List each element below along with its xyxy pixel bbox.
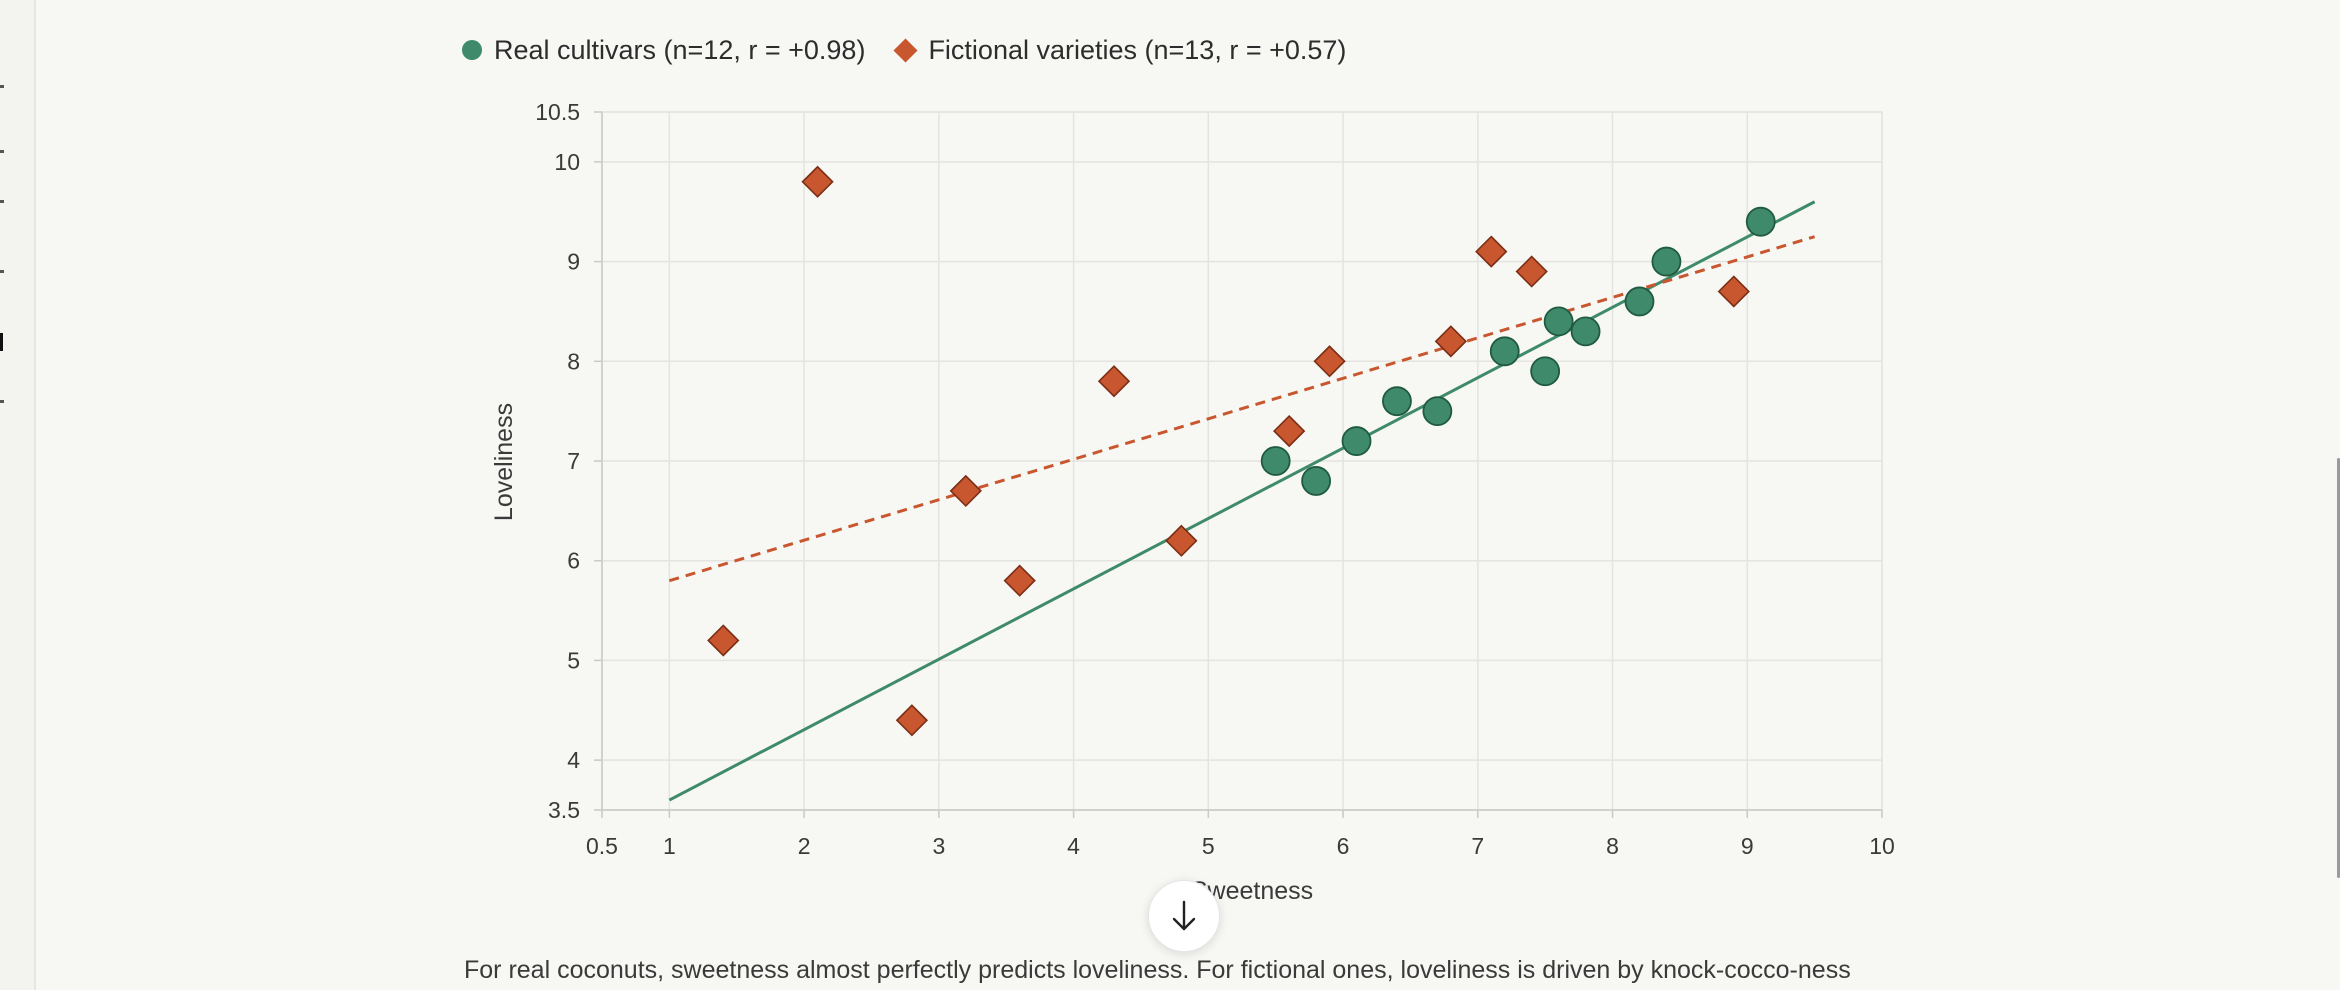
data-point-real[interactable] [1301,466,1332,496]
y-tick-label: 9 [567,249,580,275]
y-tick-label: 7 [567,448,580,474]
x-tick-label: 5 [1202,833,1215,859]
arrow-down-icon [1172,900,1196,931]
rail-marker [0,150,4,153]
rail-marker [0,200,4,203]
y-tick-label: 5 [567,647,580,673]
scroll-down-button[interactable] [1148,880,1220,952]
chart-caption: For real coconuts, sweetness almost perf… [464,956,1851,984]
scrollbar-thumb[interactable] [2337,458,2340,878]
legend-item-real: Real cultivars (n=12, r = +0.98) [462,35,865,66]
data-point-real[interactable] [1570,316,1601,347]
trendline-real [668,200,1816,802]
data-points [707,165,1776,737]
y-tick-label: 3.5 [548,797,580,823]
data-point-real[interactable] [1260,446,1291,476]
data-point-fictional[interactable] [895,704,929,737]
legend-label-real: Real cultivars (n=12, r = +0.98) [494,34,866,65]
data-point-real[interactable] [1489,336,1520,367]
y-tick-label: 8 [567,348,580,374]
y-tick-label: 6 [567,548,580,574]
x-tick-label: 1 [663,833,676,859]
legend-item-fictional: Fictional varieties (n=13, r = +0.57) [893,35,1346,66]
x-tick-label: 10 [1869,833,1895,859]
y-tick-label: 10 [554,149,580,175]
data-point-fictional[interactable] [707,624,740,657]
data-point-fictional[interactable] [1434,325,1467,358]
chart-grid [601,111,1883,811]
y-tick-label: 4 [567,747,580,773]
data-point-real[interactable] [1745,206,1776,237]
chart-axes: 0.5 1 2 3 4 5 6 7 8 9 10 3.5 4 5 6 7 8 9 10 10.5 [535,99,1895,859]
page-scrollbar[interactable] [2334,0,2340,990]
rail-marker [0,85,4,88]
data-point-fictional[interactable] [1313,345,1346,378]
data-point-fictional[interactable] [1003,564,1036,597]
rail-marker [0,270,4,273]
data-point-fictional[interactable] [1097,365,1131,398]
data-point-real[interactable] [1651,246,1682,277]
x-tick-label: 3 [932,833,945,859]
data-point-real[interactable] [1422,396,1453,427]
trendline-fictional [668,235,1816,583]
left-sidebar-rail [0,0,36,990]
data-point-fictional[interactable] [1515,255,1548,288]
x-tick-label: 9 [1741,833,1754,859]
rail-marker-active [0,333,3,351]
circle-marker-icon [462,40,482,60]
y-tick-label: 10.5 [535,99,580,125]
data-point-real[interactable] [1341,426,1372,456]
data-point-fictional[interactable] [801,165,834,198]
data-point-fictional[interactable] [1273,414,1306,448]
x-tick-label: 0.5 [586,833,618,859]
data-point-fictional[interactable] [1165,524,1198,557]
data-point-fictional[interactable] [1717,275,1750,308]
trendlines [668,200,1816,802]
data-point-real[interactable] [1543,306,1574,337]
y-axis-label: Loveliness [490,403,518,521]
data-point-real[interactable] [1382,386,1412,417]
chart-legend: Real cultivars (n=12, r = +0.98) Fiction… [462,30,1374,70]
x-tick-label: 7 [1471,833,1484,859]
x-tick-label: 8 [1606,833,1619,859]
legend-label-fictional: Fictional varieties (n=13, r = +0.57) [928,34,1347,65]
x-tick-label: 6 [1337,833,1350,859]
rail-marker [0,400,4,403]
data-point-fictional[interactable] [949,474,982,508]
x-tick-label: 4 [1067,833,1080,859]
data-point-real[interactable] [1530,356,1561,387]
data-point-fictional[interactable] [1475,235,1508,268]
data-point-real[interactable] [1624,286,1655,317]
x-tick-label: 2 [798,833,811,859]
